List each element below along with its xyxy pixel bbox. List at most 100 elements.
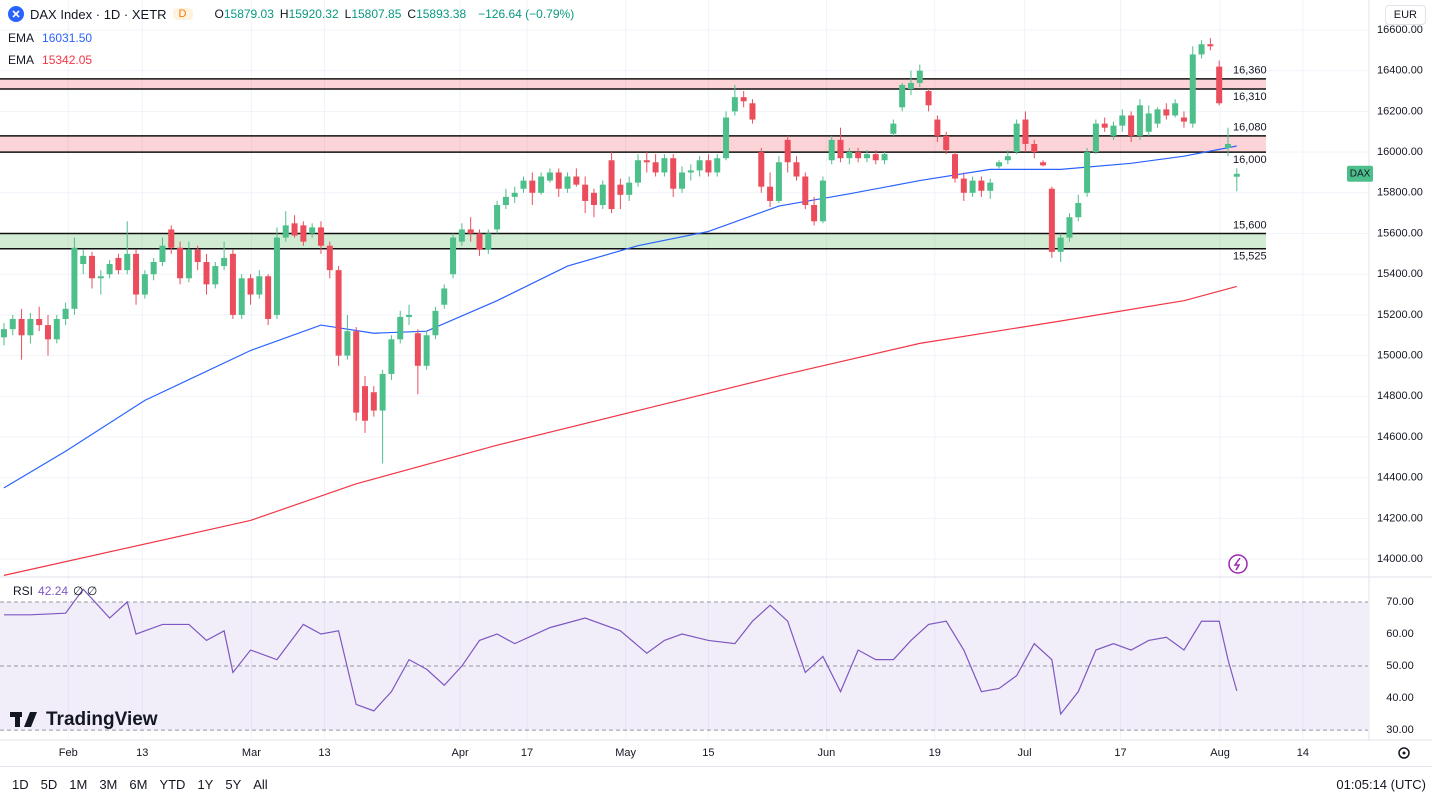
y-tick-label: 15800.00	[1377, 187, 1423, 199]
candle-body	[828, 139, 835, 161]
candle-body	[194, 249, 201, 262]
logo: TradingView	[10, 709, 158, 730]
candle-body	[53, 318, 60, 340]
candle-body	[1119, 115, 1126, 126]
candle-body	[159, 245, 166, 262]
y-tick-label: 14800.00	[1377, 390, 1423, 402]
candle-body	[978, 180, 985, 191]
candle-body	[62, 308, 69, 319]
candle-body	[397, 316, 404, 340]
candle-body	[1057, 237, 1064, 252]
candle-body	[731, 97, 738, 112]
candle-body	[1048, 188, 1055, 252]
candle-body	[634, 160, 641, 183]
x-tick-label: 19	[929, 747, 941, 759]
y-tick-label: 14000.00	[1377, 553, 1423, 565]
range-button[interactable]: 6M	[129, 776, 148, 792]
range-button[interactable]: 3M	[99, 776, 118, 792]
candle-body	[872, 154, 879, 161]
candle-body	[714, 158, 721, 173]
candle-body	[432, 310, 439, 336]
candle-body	[1224, 143, 1231, 149]
plot: 16,360 16,310 16,080 16,000 15,600 15,525	[0, 38, 1267, 716]
candle-body	[846, 152, 853, 159]
zone-label: 16,080	[1233, 122, 1267, 134]
x-tick-label: 14	[1297, 747, 1309, 759]
candle-body	[626, 182, 633, 195]
candle-body	[590, 192, 597, 206]
ohlc-key: L	[344, 7, 352, 21]
interval-badge[interactable]: D	[172, 8, 193, 20]
legend-header: DAX Index · 1D · XETR D O15879.03 H15920.…	[8, 6, 574, 22]
zone-label: 15,600	[1233, 219, 1267, 231]
range-button[interactable]: 5D	[40, 776, 58, 792]
candle-body	[291, 223, 298, 236]
candle-body	[652, 162, 659, 173]
ema-legend: EMA 16031.50	[8, 31, 92, 45]
candle-body	[582, 184, 589, 201]
candle-body	[723, 117, 730, 159]
ema-line	[3, 285, 1237, 576]
range-button[interactable]: YTD	[159, 776, 186, 792]
range-button[interactable]: 1D	[12, 776, 29, 792]
candle-body	[353, 331, 360, 413]
price-tag-label: DAX	[1350, 168, 1371, 179]
rsi-tick-label: 50.00	[1386, 660, 1414, 672]
zone	[0, 78, 1266, 90]
candle-body	[943, 135, 950, 151]
ohlc-value: 15920.32	[288, 7, 339, 21]
zone	[0, 135, 1266, 153]
candle-body	[969, 180, 976, 193]
candle-body	[476, 233, 483, 250]
candle-body	[1145, 113, 1152, 132]
candle-body	[749, 103, 756, 120]
y-tick-label: 14200.00	[1377, 512, 1423, 524]
candle-body	[1013, 123, 1020, 153]
rsi-tick-label: 70.00	[1386, 596, 1414, 608]
candle-body	[899, 84, 906, 108]
candle-body	[881, 154, 888, 161]
y-tick-label: 14600.00	[1377, 431, 1423, 443]
symbol[interactable]: DAX Index · 1D · XETR	[30, 6, 167, 22]
x-tick-label: 13	[136, 747, 148, 759]
candle-body	[494, 205, 501, 230]
candle-body	[1031, 143, 1038, 153]
clock: 01:05:14 (UTC)	[1336, 776, 1426, 792]
candle-body	[485, 233, 492, 250]
x-tick-label: 13	[318, 747, 330, 759]
candle-body	[388, 339, 395, 374]
ohlc-key: H	[279, 7, 289, 21]
candle-body	[1022, 119, 1029, 144]
candle-body	[106, 264, 113, 275]
currency[interactable]: EUR	[1384, 5, 1426, 25]
range-button[interactable]: All	[253, 776, 268, 792]
ohlc-value: 15893.38	[416, 7, 467, 21]
settings-icon[interactable]	[1398, 747, 1410, 759]
rsi-tick-label: 30.00	[1386, 724, 1414, 736]
candle-body	[819, 180, 826, 222]
x-tick-label: 17	[1114, 747, 1126, 759]
candle-body	[282, 225, 289, 238]
alert-icon[interactable]	[1228, 554, 1248, 574]
range-button[interactable]: 1M	[69, 776, 88, 792]
range-button[interactable]: 5Y	[225, 776, 242, 792]
ema-legend: EMA 15342.05	[8, 53, 92, 67]
change: −126.64 (−0.79%)	[478, 7, 575, 21]
candle-body	[80, 255, 87, 265]
candle-body	[27, 318, 34, 336]
candle-body	[511, 192, 518, 197]
candle-body	[203, 261, 210, 285]
candle-body	[546, 172, 553, 181]
zone-label: 16,310	[1233, 91, 1267, 103]
candle-body	[617, 184, 624, 195]
range-button[interactable]: 1Y	[197, 776, 214, 792]
y-tick-label: 15200.00	[1377, 309, 1423, 321]
candle-body	[1075, 202, 1082, 218]
rsi-line	[3, 588, 1238, 716]
candle-body	[265, 276, 272, 319]
candle-body	[1207, 44, 1214, 47]
candle-body	[229, 253, 236, 315]
x-tick-label: Apr	[452, 747, 469, 759]
candle-body	[1128, 115, 1135, 136]
